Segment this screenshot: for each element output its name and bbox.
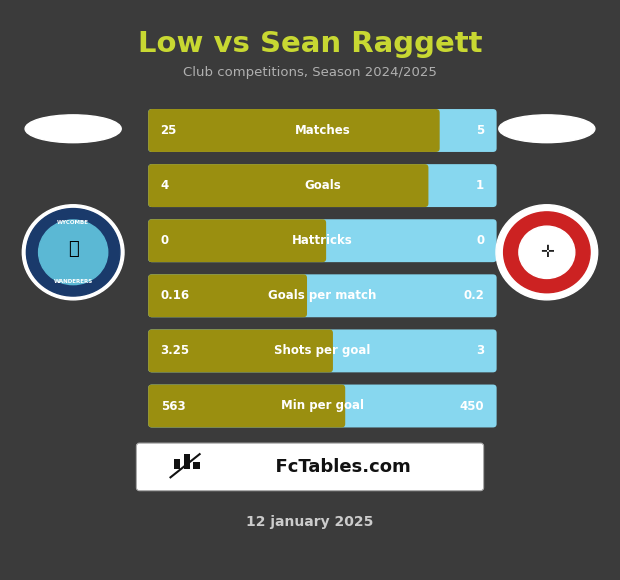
Text: 🦢: 🦢 [68, 240, 79, 259]
Text: Min per goal: Min per goal [281, 400, 364, 412]
FancyBboxPatch shape [148, 329, 333, 372]
FancyBboxPatch shape [148, 219, 326, 262]
Text: 3: 3 [476, 345, 484, 357]
FancyBboxPatch shape [335, 388, 343, 424]
Ellipse shape [498, 115, 595, 143]
Text: Shots per goal: Shots per goal [274, 345, 371, 357]
FancyBboxPatch shape [148, 385, 345, 427]
Text: FcTables.com: FcTables.com [264, 458, 411, 476]
FancyBboxPatch shape [148, 164, 428, 207]
Text: 563: 563 [161, 400, 185, 412]
Text: 0: 0 [161, 234, 169, 247]
Text: 25: 25 [161, 124, 177, 137]
Text: 0.2: 0.2 [463, 289, 484, 302]
Text: 0: 0 [476, 234, 484, 247]
FancyBboxPatch shape [297, 278, 304, 314]
Circle shape [503, 212, 590, 293]
Text: Goals: Goals [304, 179, 341, 192]
Text: 3.25: 3.25 [161, 345, 190, 357]
Text: Hattricks: Hattricks [292, 234, 353, 247]
Text: Low vs Sean Raggett: Low vs Sean Raggett [138, 30, 482, 57]
Text: WYCOMBE: WYCOMBE [57, 220, 89, 225]
Circle shape [27, 209, 120, 296]
FancyBboxPatch shape [148, 164, 497, 207]
FancyBboxPatch shape [148, 109, 497, 152]
FancyBboxPatch shape [418, 168, 426, 204]
Circle shape [38, 220, 108, 285]
Text: 4: 4 [161, 179, 169, 192]
FancyBboxPatch shape [316, 223, 324, 259]
Circle shape [496, 205, 598, 300]
Ellipse shape [25, 115, 121, 143]
Text: 5: 5 [476, 124, 484, 137]
FancyBboxPatch shape [148, 329, 497, 372]
Text: ✛: ✛ [540, 243, 554, 262]
Circle shape [519, 226, 575, 278]
Text: 450: 450 [459, 400, 484, 412]
Text: WANDERERS: WANDERERS [53, 280, 93, 284]
FancyBboxPatch shape [148, 274, 497, 317]
FancyBboxPatch shape [323, 333, 330, 369]
Text: 1: 1 [476, 179, 484, 192]
FancyBboxPatch shape [430, 113, 437, 148]
FancyBboxPatch shape [148, 385, 497, 427]
Text: Club competitions, Season 2024/2025: Club competitions, Season 2024/2025 [183, 66, 437, 79]
FancyBboxPatch shape [148, 109, 440, 152]
Text: Goals per match: Goals per match [268, 289, 376, 302]
FancyBboxPatch shape [174, 459, 180, 469]
Text: Matches: Matches [294, 124, 350, 137]
FancyBboxPatch shape [184, 454, 190, 469]
FancyBboxPatch shape [193, 462, 200, 469]
FancyBboxPatch shape [148, 219, 497, 262]
Text: 12 january 2025: 12 january 2025 [246, 515, 374, 529]
Circle shape [22, 205, 124, 300]
FancyBboxPatch shape [136, 443, 484, 491]
FancyBboxPatch shape [148, 274, 307, 317]
Text: 0.16: 0.16 [161, 289, 190, 302]
